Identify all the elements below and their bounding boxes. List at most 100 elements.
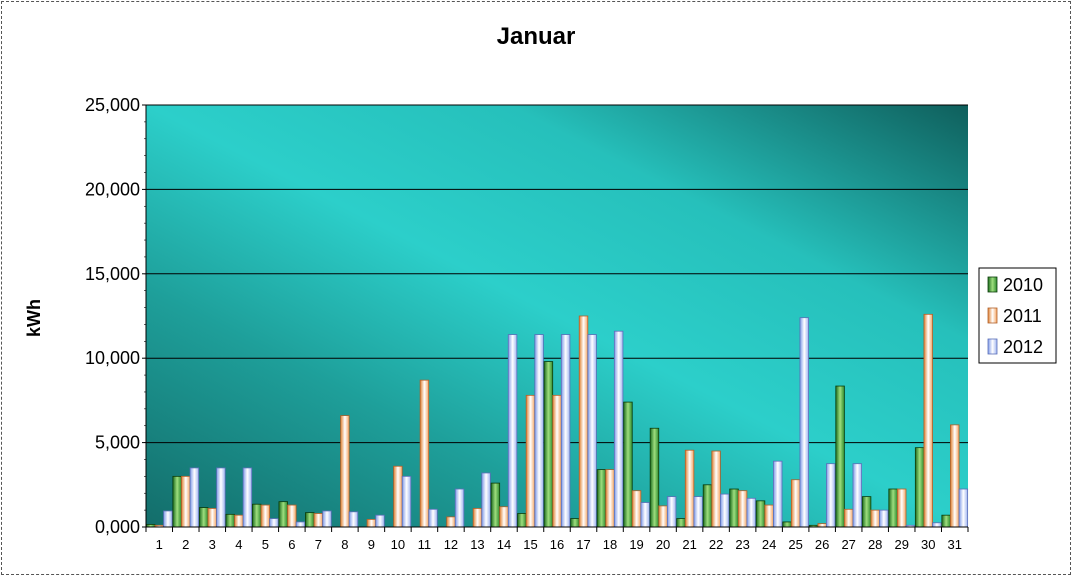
x-tick-label: 18 — [603, 537, 617, 552]
bar-2012-day-2 — [189, 467, 200, 528]
x-tick-label: 20 — [656, 537, 670, 552]
bar-2010-day-15 — [517, 513, 527, 528]
bar-2011-day-3 — [207, 508, 217, 528]
x-tick-label: 2 — [182, 537, 189, 552]
x-tick-label: 30 — [921, 537, 935, 552]
gridlines — [146, 104, 968, 444]
bar-2011-day-9 — [366, 519, 377, 528]
x-tick-label: 27 — [841, 537, 855, 552]
bar-2011-day-10 — [393, 465, 403, 528]
chart-title: Januar — [497, 23, 576, 50]
legend-label-2010: 2010 — [1003, 275, 1043, 295]
bar-2010-day-22 — [702, 484, 713, 528]
x-tick-label: 7 — [315, 537, 322, 552]
x-tick-label: 4 — [235, 537, 242, 552]
bar-2010-day-18 — [596, 469, 607, 528]
x-tick-label: 5 — [262, 537, 269, 552]
bar-2012-day-24 — [773, 460, 783, 528]
bar-2011-day-15 — [525, 394, 536, 528]
bar-2012-day-8 — [348, 511, 359, 528]
bar-2012-day-18 — [613, 330, 624, 528]
x-tick-label: 11 — [418, 537, 432, 552]
x-tick-label: 6 — [288, 537, 295, 552]
y-tick-label: 15,000 — [85, 264, 140, 284]
bar-2011-day-4 — [234, 514, 244, 528]
x-tick-label: 1 — [156, 537, 163, 552]
bar-2010-day-21 — [676, 518, 686, 528]
bar-2010-day-7 — [305, 512, 315, 528]
bar-2012-day-3 — [216, 467, 226, 528]
bar-2011-day-18 — [605, 469, 615, 528]
bar-2012-day-16 — [560, 334, 571, 528]
bar-2012-day-14 — [507, 334, 518, 528]
legend-swatch-2011 — [987, 307, 998, 324]
bar-2010-day-25 — [782, 521, 792, 528]
bar-2012-day-22 — [720, 493, 730, 528]
x-tick-label: 13 — [470, 537, 484, 552]
bar-2010-day-29 — [888, 488, 898, 528]
bar-2011-day-7 — [313, 513, 324, 528]
bar-2011-day-28 — [870, 509, 880, 528]
bar-2012-day-20 — [666, 496, 677, 528]
bar-2011-day-25 — [790, 479, 801, 528]
bar-2012-day-17 — [587, 334, 597, 528]
bar-2010-day-6 — [278, 501, 288, 528]
x-tick-labels: 1 2 3 4 5 6 7 8 9 10 11 12 13 14 15 16 17 18 19 20 21 22 23 24 2… — [156, 537, 962, 552]
x-tick-label: 24 — [762, 537, 776, 552]
bar-2010-day-2 — [172, 475, 182, 528]
bar-2012-day-6 — [295, 521, 306, 528]
bar-2012-day-1 — [163, 510, 173, 528]
bar-2011-day-17 — [578, 315, 589, 528]
legend-label-2011: 2011 — [1003, 306, 1042, 326]
bar-2012-day-5 — [269, 518, 279, 528]
bar-2011-day-11 — [419, 379, 430, 528]
x-tick-label: 29 — [894, 537, 908, 552]
bar-2011-day-13 — [472, 508, 483, 528]
bar-2012-day-13 — [481, 472, 491, 528]
bar-2010-day-20 — [649, 427, 660, 528]
bar-2010-day-16 — [543, 361, 554, 528]
bar-2010-day-28 — [861, 496, 872, 528]
bar-2012-day-4 — [242, 467, 253, 528]
x-tick-label: 8 — [341, 537, 348, 552]
bar-2010-day-31 — [941, 514, 951, 528]
bar-2010-day-27 — [835, 385, 845, 528]
x-tick-label: 16 — [550, 537, 564, 552]
y-tick-label: 25,000 — [85, 95, 140, 115]
y-tick-label: 5,000 — [95, 433, 140, 453]
x-tick-label: 31 — [948, 537, 962, 552]
x-tick-label: 22 — [709, 537, 723, 552]
bar-2012-day-21 — [693, 496, 703, 528]
bar-2011-day-31 — [950, 424, 960, 528]
bar-2011-day-12 — [446, 516, 456, 528]
x-tick-label: 26 — [815, 537, 829, 552]
bar-2012-day-23 — [746, 497, 756, 528]
bar-2012-day-30 — [932, 522, 942, 528]
bar-2011-day-14 — [499, 506, 509, 528]
x-tick-label: 3 — [209, 537, 216, 552]
bar-2011-day-20 — [658, 505, 668, 528]
legend-swatch-2010 — [987, 276, 998, 293]
bar-2010-day-14 — [490, 482, 501, 528]
bar-2011-day-21 — [684, 449, 695, 528]
bar-2011-day-5 — [260, 504, 271, 528]
bar-2012-day-19 — [640, 502, 650, 528]
y-tick-label: 0,000 — [95, 517, 140, 537]
bar-2010-day-17 — [570, 518, 580, 528]
x-tick-label: 21 — [682, 537, 696, 552]
bar-2012-day-26 — [826, 463, 836, 528]
bar-2010-day-19 — [623, 401, 633, 528]
x-tick-label: 17 — [576, 537, 590, 552]
bar-2010-day-23 — [729, 488, 739, 528]
bar-2011-day-29 — [897, 488, 907, 528]
bar-2010-day-24 — [755, 500, 766, 528]
bar-2012-day-10 — [401, 475, 412, 528]
x-tick-label: 15 — [523, 537, 537, 552]
bar-2011-day-2 — [181, 475, 191, 528]
bar-2011-day-23 — [737, 490, 748, 528]
x-tick-label: 14 — [497, 537, 511, 552]
legend: 2010 2011 2012 — [978, 267, 1057, 364]
bar-2010-day-30 — [914, 447, 925, 528]
bar-2012-day-9 — [375, 514, 385, 528]
